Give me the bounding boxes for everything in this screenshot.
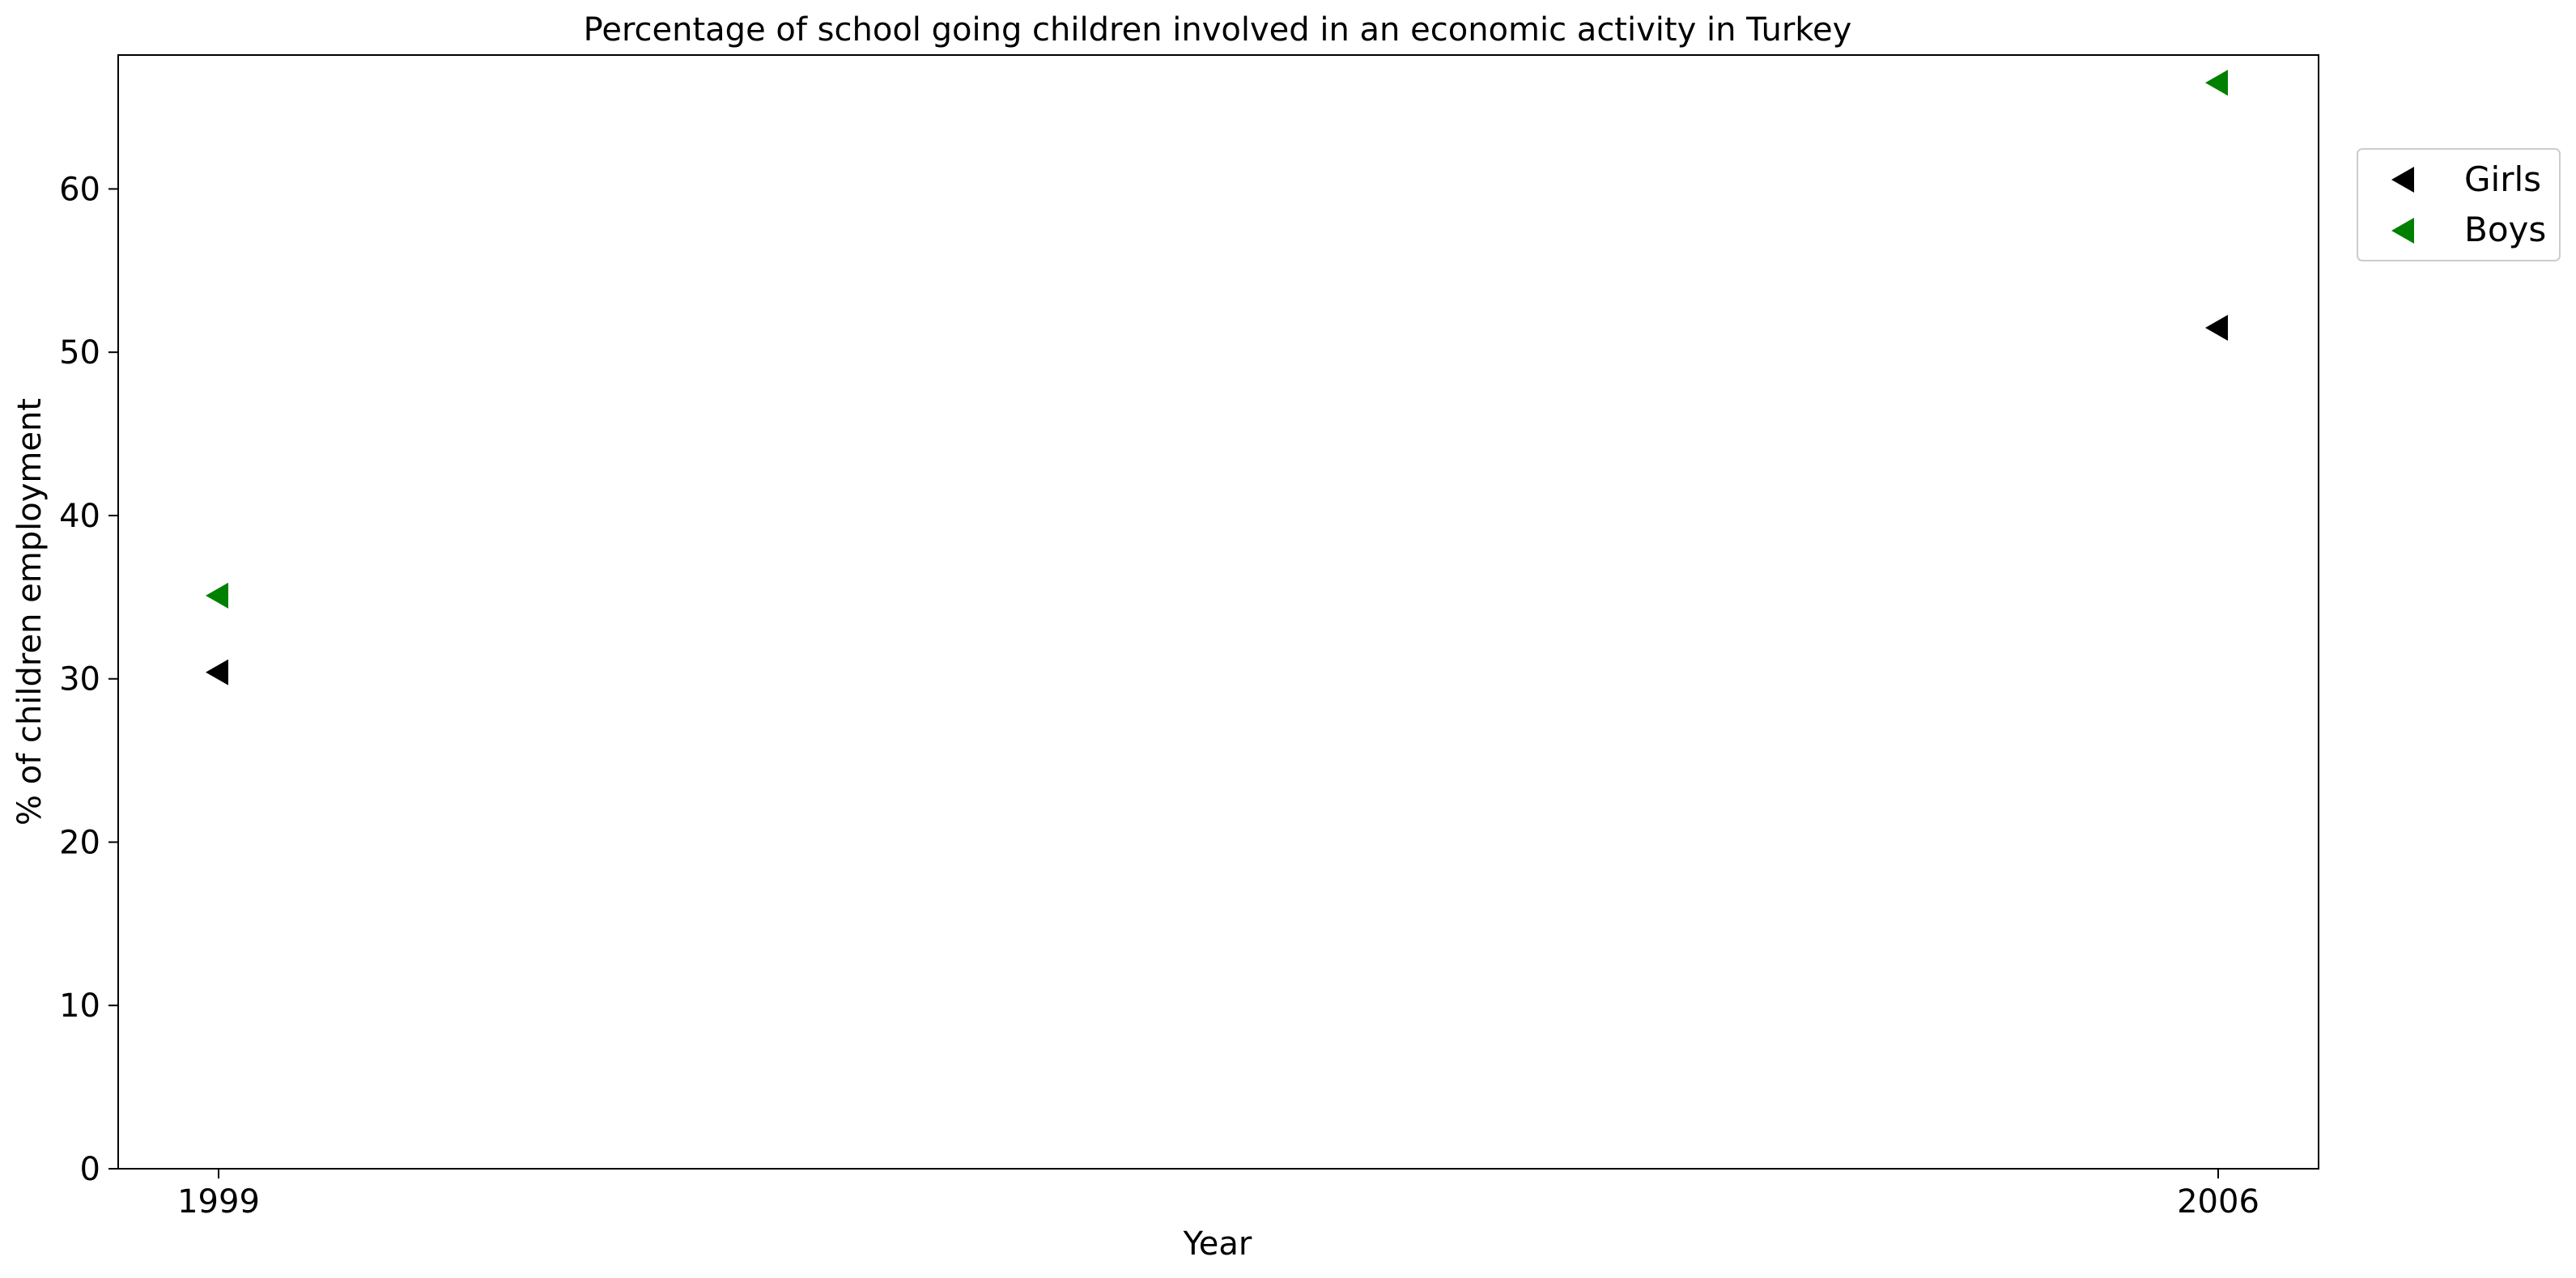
data-point-girls-2006: [2205, 314, 2228, 341]
chart-title: Percentage of school going children invo…: [584, 11, 1852, 49]
x-axis: 1999 2006: [177, 1169, 2259, 1221]
legend-label-girls: Girls: [2464, 159, 2541, 199]
y-tick-label: 0: [80, 1151, 100, 1188]
y-tick-label: 40: [59, 498, 100, 535]
legend-marker-girls: [2391, 167, 2414, 193]
data-point-girls-1999: [206, 659, 228, 686]
y-axis-label: % of children employment: [11, 398, 49, 826]
plot-area: [117, 54, 2319, 1170]
x-tick-label: 1999: [177, 1183, 260, 1221]
x-tick-label: 2006: [2177, 1183, 2259, 1221]
y-tick-label: 60: [59, 171, 100, 208]
data-point-boys-1999: [206, 582, 228, 609]
y-tick-label: 10: [59, 987, 100, 1025]
y-axis: 0 10 20 30 40 50 60: [59, 171, 118, 1188]
data-point-boys-2006: [2205, 70, 2228, 96]
legend: Girls Boys: [2357, 148, 2561, 261]
data-points: [206, 70, 2228, 686]
y-tick-label: 30: [59, 661, 100, 698]
legend-label-boys: Boys: [2464, 210, 2546, 249]
x-axis-label: Year: [1183, 1225, 1252, 1263]
y-tick-label: 50: [59, 334, 100, 372]
legend-marker-boys: [2391, 218, 2414, 244]
y-tick-label: 20: [59, 824, 100, 861]
